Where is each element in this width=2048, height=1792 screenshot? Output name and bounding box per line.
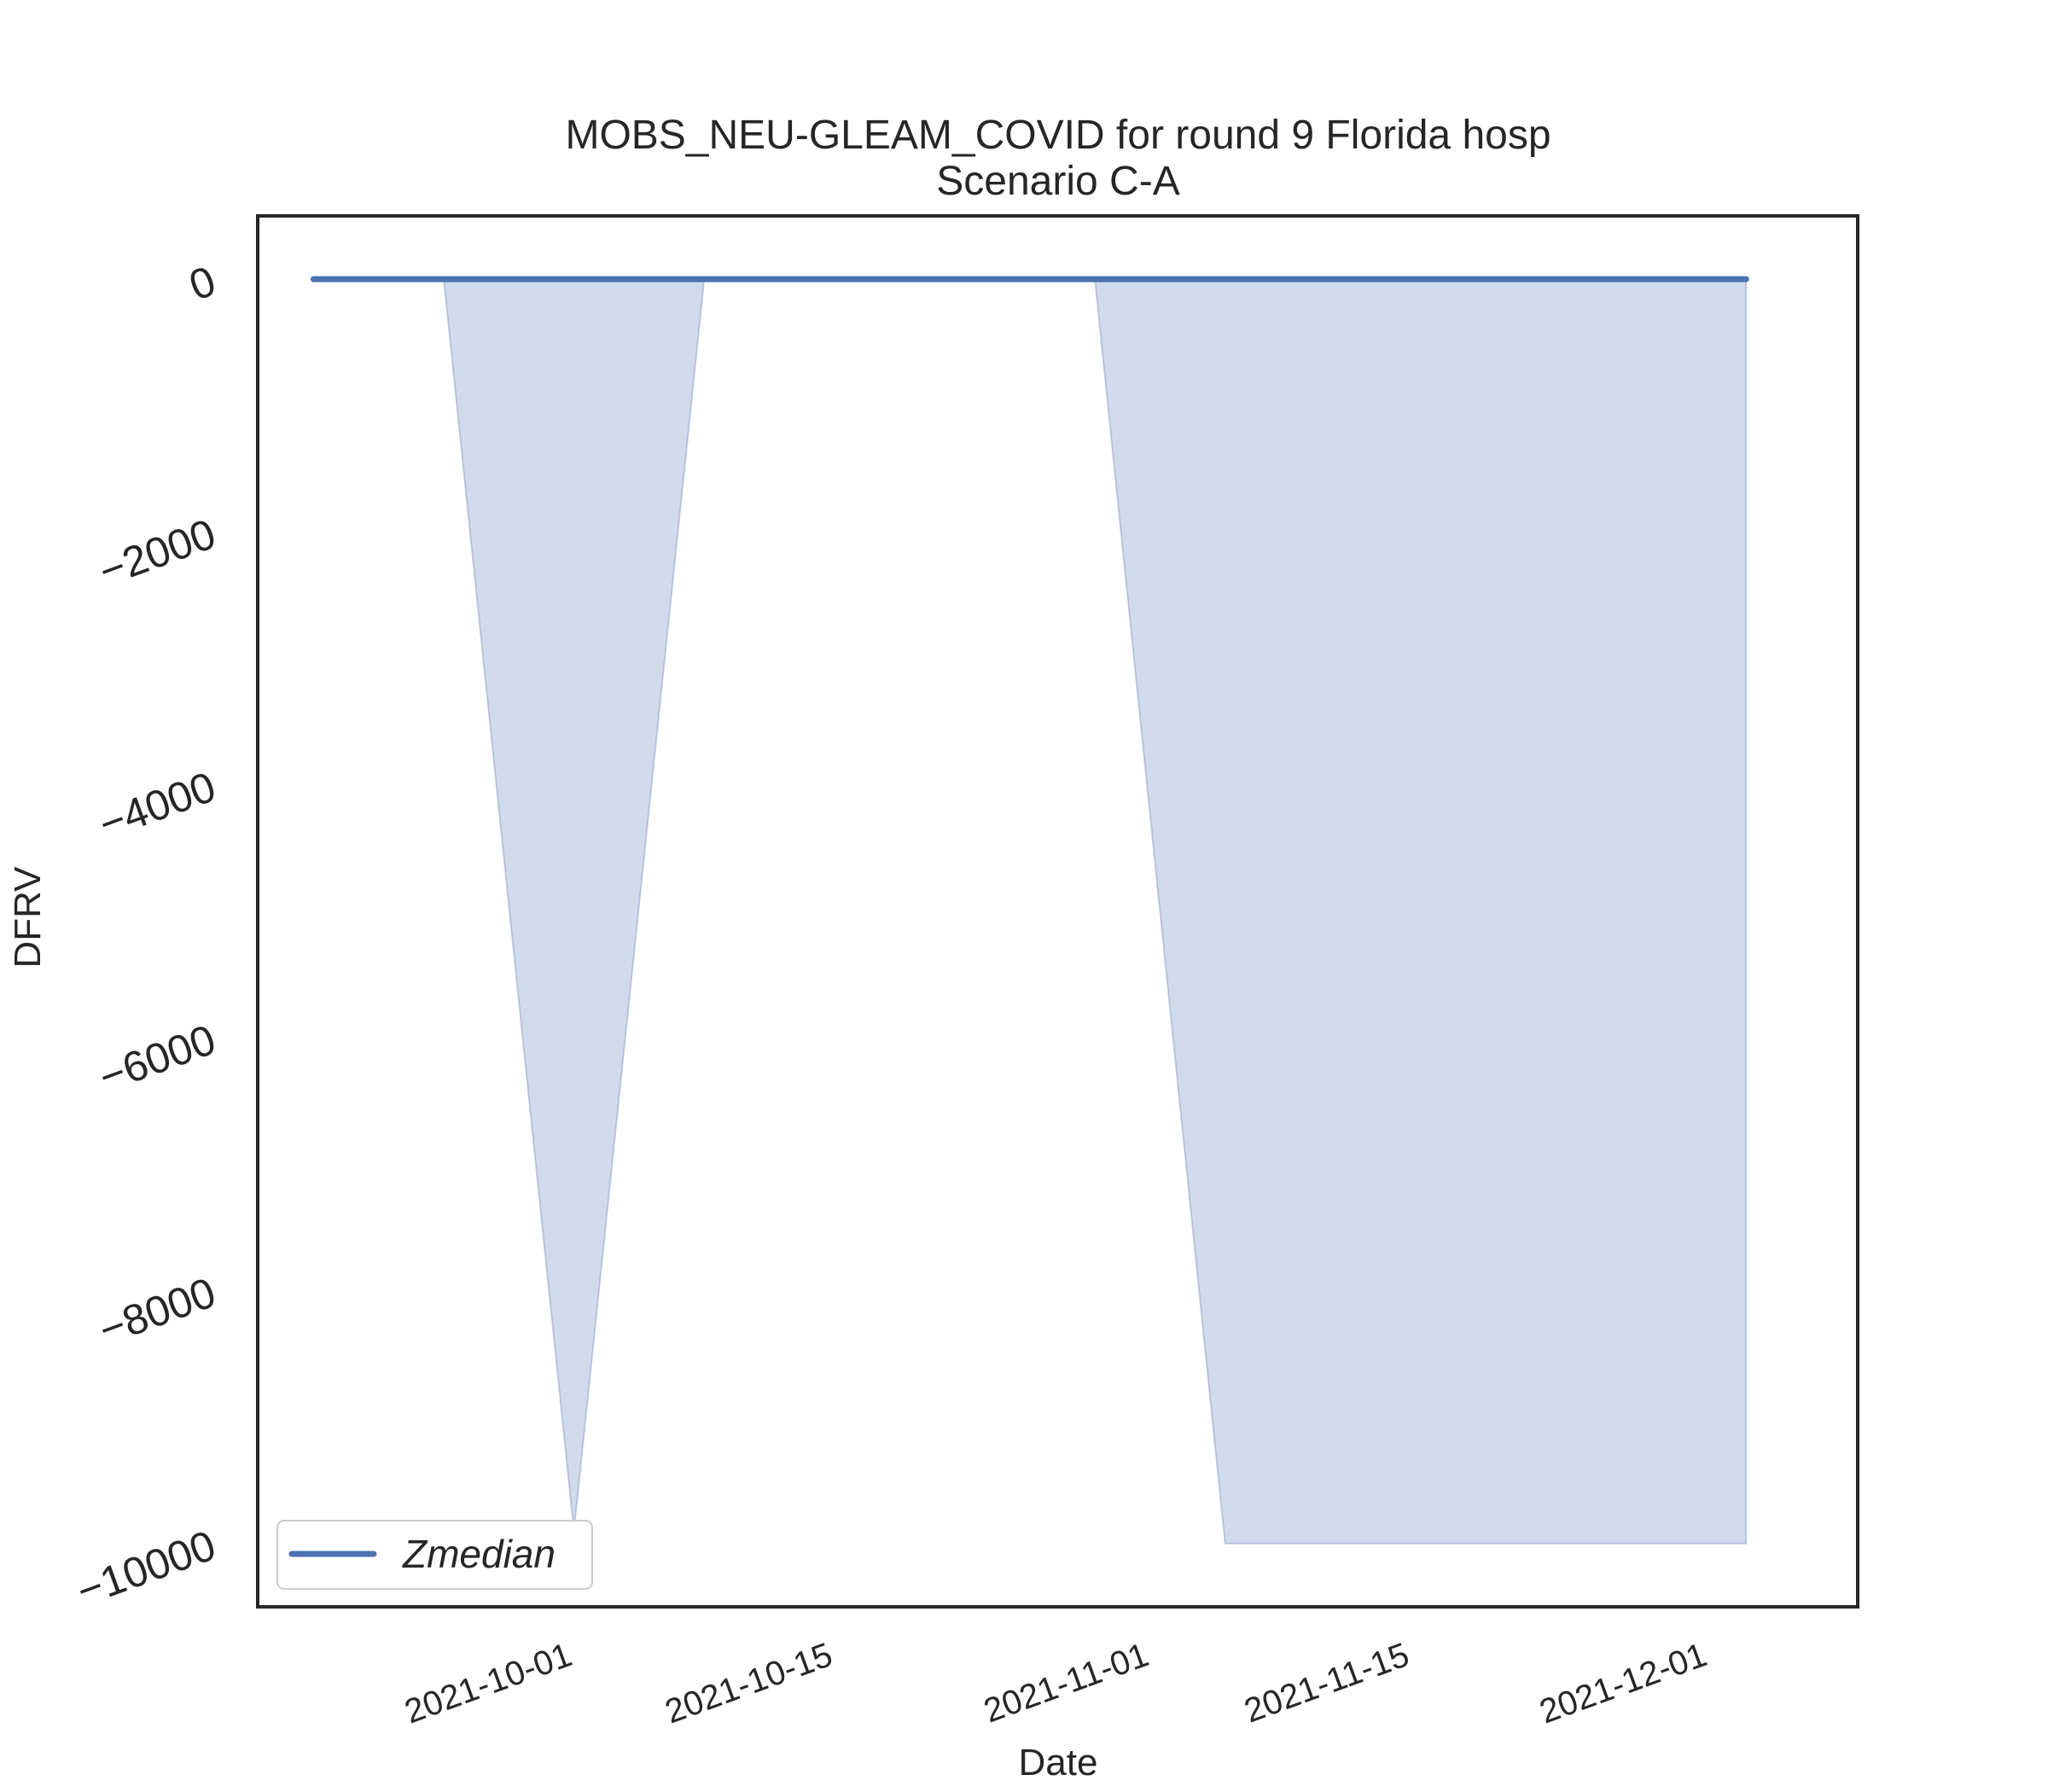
plot-frame (256, 214, 1859, 1609)
chart-subtitle: Scenario C-A (936, 159, 1179, 204)
y-tick-label: −6000 (93, 1015, 222, 1102)
x-tick-label: 2021-11-15 (1239, 1636, 1414, 1730)
legend: Zmedian (276, 1520, 593, 1590)
x-tick-label: 2021-10-01 (400, 1636, 577, 1731)
y-tick-label: −4000 (93, 763, 222, 849)
x-tick-label: 2021-12-01 (1535, 1636, 1712, 1731)
legend-box (276, 1520, 593, 1590)
confidence-band-layer (313, 278, 1748, 1545)
x-tick-label: 2021-11-01 (979, 1636, 1154, 1730)
y-tick-label: −2000 (93, 509, 222, 596)
y-tick-label: −8000 (93, 1268, 222, 1354)
y-tick-label: 0 (183, 257, 221, 310)
x-tick-labels: 2021-10-01 2021-10-15 2021-11-01 2021-11-15… (400, 1636, 1712, 1731)
y-tick-labels: 0 −2000 −4000 −6000 −8000 −10000 (71, 257, 222, 1615)
y-axis-label: DFRV (7, 866, 49, 969)
confidence-band-0 (313, 278, 1748, 1545)
legend-label: Zmedian (402, 1532, 556, 1576)
y-tick-label: −10000 (71, 1521, 222, 1615)
x-tick-label: 2021-10-15 (660, 1636, 837, 1731)
x-axis-label: Date (1019, 1742, 1098, 1783)
chart-title: MOBS_NEU-GLEAM_COVID for round 9 Florida… (565, 113, 1551, 158)
